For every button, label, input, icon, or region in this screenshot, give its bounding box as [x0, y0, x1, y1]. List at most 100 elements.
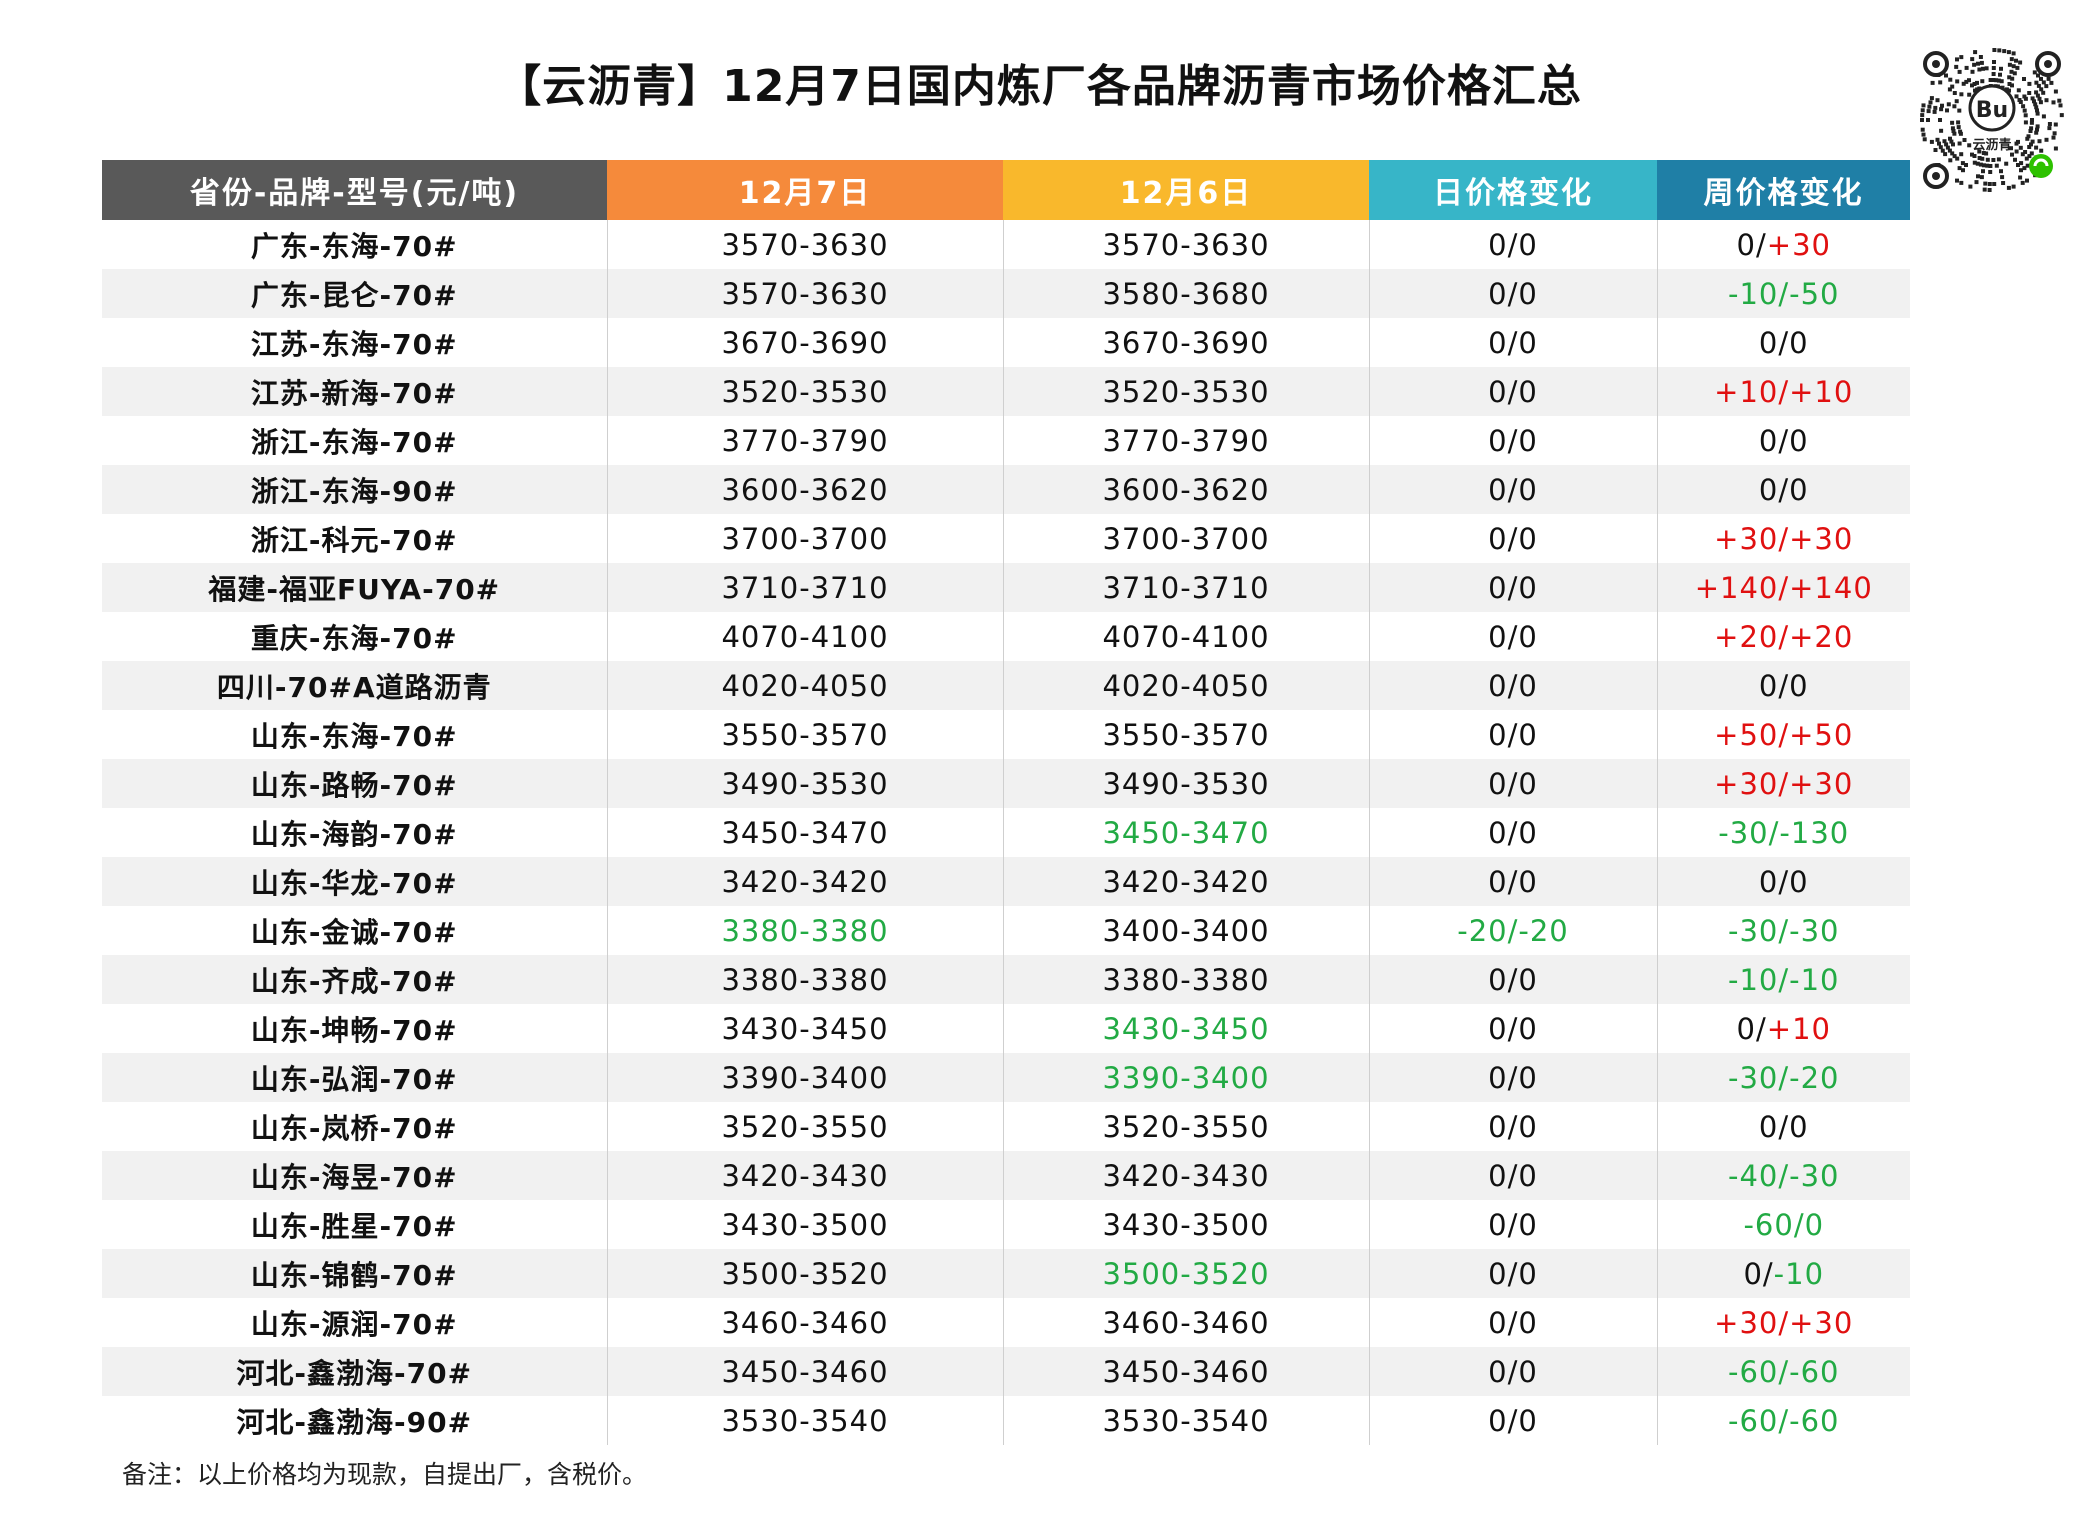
change-value: +30/+30	[1714, 1305, 1854, 1340]
cell-region-brand: 河北-鑫渤海-70#	[102, 1347, 608, 1396]
change-value: 0/0	[1488, 227, 1538, 262]
change-value: -10/-10	[1727, 962, 1840, 997]
cell-region-brand: 广东-昆仑-70#	[102, 269, 608, 318]
table-row: 山东-胜星-70# 3430-3500 3430-3500 0/0 -60/0	[102, 1200, 1910, 1249]
change-value: 0/0	[1758, 668, 1809, 703]
page-title: 【云沥青】12月7日国内炼厂各品牌沥青市场价格汇总	[497, 61, 1582, 112]
change-value: 0/0	[1488, 374, 1538, 409]
header-dec7: 12月7日	[607, 160, 1003, 220]
cell-price-dec6: 3390-3400	[1003, 1053, 1370, 1102]
cell-price-dec6: 3600-3620	[1003, 465, 1370, 514]
table-row: 山东-齐成-70# 3380-3380 3380-3380 0/0 -10/-10	[102, 955, 1910, 1004]
cell-price-dec7: 3520-3530	[607, 367, 1004, 416]
cell-daily-change: 0/0	[1369, 514, 1658, 563]
cell-daily-change: 0/0	[1369, 955, 1658, 1004]
cell-price-dec6: 3400-3400	[1003, 906, 1370, 955]
change-value: 0/0	[1488, 423, 1538, 458]
cell-daily-change: -20/-20	[1369, 906, 1658, 955]
cell-daily-change: 0/0	[1369, 1004, 1658, 1053]
cell-price-dec7: 3770-3790	[607, 416, 1004, 465]
cell-price-dec7: 4070-4100	[607, 612, 1004, 661]
cell-price-dec6: 3700-3700	[1003, 514, 1370, 563]
table-row: 山东-弘润-70# 3390-3400 3390-3400 0/0 -30/-20	[102, 1053, 1910, 1102]
cell-region-brand: 福建-福亚FUYA-70#	[102, 563, 608, 612]
change-value: 0/0	[1758, 325, 1809, 360]
cell-daily-change: 0/0	[1369, 1249, 1658, 1298]
cell-price-dec6: 3450-3460	[1003, 1347, 1370, 1396]
cell-daily-change: 0/0	[1369, 808, 1658, 857]
change-value: 0/0	[1488, 668, 1538, 703]
change-value: 0/0	[1488, 570, 1538, 605]
change-value: 0/0	[1488, 1011, 1538, 1046]
cell-daily-change: 0/0	[1369, 759, 1658, 808]
change-value: +140/+140	[1694, 570, 1873, 605]
cell-price-dec6: 3420-3420	[1003, 857, 1370, 906]
change-value: 0/0	[1488, 1403, 1538, 1438]
change-value: 0/0	[1758, 1109, 1809, 1144]
cell-region-brand: 山东-齐成-70#	[102, 955, 608, 1004]
table-row: 山东-锦鹤-70# 3500-3520 3500-3520 0/0 0/-10	[102, 1249, 1910, 1298]
cell-daily-change: 0/0	[1369, 1053, 1658, 1102]
cell-price-dec6: 3570-3630	[1003, 220, 1370, 269]
table-row: 河北-鑫渤海-90# 3530-3540 3530-3540 0/0 -60/-60	[102, 1396, 1910, 1445]
cell-daily-change: 0/0	[1369, 1151, 1658, 1200]
cell-daily-change: 0/0	[1369, 416, 1658, 465]
header-dec6: 12月6日	[1003, 160, 1369, 220]
cell-daily-change: 0/0	[1369, 318, 1658, 367]
cell-region-brand: 浙江-东海-70#	[102, 416, 608, 465]
change-value: +10/+10	[1714, 374, 1854, 409]
cell-price-dec6: 3490-3530	[1003, 759, 1370, 808]
cell-region-brand: 浙江-科元-70#	[102, 514, 608, 563]
cell-price-dec7: 3430-3500	[607, 1200, 1004, 1249]
cell-daily-change: 0/0	[1369, 1347, 1658, 1396]
cell-region-brand: 山东-源润-70#	[102, 1298, 608, 1347]
cell-price-dec6: 3530-3540	[1003, 1396, 1370, 1445]
cell-daily-change: 0/0	[1369, 612, 1658, 661]
change-value: 0/0	[1488, 1256, 1538, 1291]
cell-price-dec6: 3710-3710	[1003, 563, 1370, 612]
cell-region-brand: 山东-岚桥-70#	[102, 1102, 608, 1151]
cell-daily-change: 0/0	[1369, 220, 1658, 269]
cell-region-brand: 山东-海韵-70#	[102, 808, 608, 857]
change-value: 0/0	[1488, 325, 1538, 360]
cell-weekly-change: -10/-10	[1657, 955, 1910, 1004]
change-value: 0/0	[1488, 1207, 1538, 1242]
cell-daily-change: 0/0	[1369, 367, 1658, 416]
cell-price-dec6: 3420-3430	[1003, 1151, 1370, 1200]
cell-region-brand: 江苏-新海-70#	[102, 367, 608, 416]
table-row: 山东-坤畅-70# 3430-3450 3430-3450 0/0 0/+10	[102, 1004, 1910, 1053]
cell-price-dec7: 3420-3430	[607, 1151, 1004, 1200]
cell-daily-change: 0/0	[1369, 465, 1658, 514]
header-region-brand: 省份-品牌-型号(元/吨)	[102, 160, 607, 220]
cell-weekly-change: 0/+10	[1657, 1004, 1910, 1053]
cell-price-dec6: 4070-4100	[1003, 612, 1370, 661]
change-value: -30/-30	[1727, 913, 1840, 948]
cell-daily-change: 0/0	[1369, 1200, 1658, 1249]
cell-region-brand: 广东-东海-70#	[102, 220, 608, 269]
change-value: 0/0	[1488, 1305, 1538, 1340]
change-value: 0/0	[1488, 1109, 1538, 1144]
table-row: 浙江-科元-70# 3700-3700 3700-3700 0/0 +30/+30	[102, 514, 1910, 563]
cell-price-dec6: 3500-3520	[1003, 1249, 1370, 1298]
change-value: -10	[1773, 1256, 1825, 1291]
cell-weekly-change: -30/-30	[1657, 906, 1910, 955]
cell-price-dec7: 3550-3570	[607, 710, 1004, 759]
cell-weekly-change: -60/-60	[1657, 1347, 1910, 1396]
table-row: 重庆-东海-70# 4070-4100 4070-4100 0/0 +20/+20	[102, 612, 1910, 661]
change-value: +50/+50	[1714, 717, 1854, 752]
table-row: 浙江-东海-90# 3600-3620 3600-3620 0/0 0/0	[102, 465, 1910, 514]
cell-weekly-change: +20/+20	[1657, 612, 1910, 661]
table-row: 山东-东海-70# 3550-3570 3550-3570 0/0 +50/+50	[102, 710, 1910, 759]
cell-weekly-change: -10/-50	[1657, 269, 1910, 318]
price-table: 省份-品牌-型号(元/吨) 12月7日 12月6日 日价格变化 周价格变化 广东…	[102, 160, 1910, 1445]
cell-region-brand: 重庆-东海-70#	[102, 612, 608, 661]
change-value: 0/0	[1488, 619, 1538, 654]
cell-region-brand: 山东-东海-70#	[102, 710, 608, 759]
change-value: 0/0	[1488, 766, 1538, 801]
change-value: 0/0	[1488, 276, 1538, 311]
cell-weekly-change: +10/+10	[1657, 367, 1910, 416]
change-value: 0/0	[1488, 1158, 1538, 1193]
cell-price-dec7: 3430-3450	[607, 1004, 1004, 1053]
change-value: 0/0	[1488, 717, 1538, 752]
cell-weekly-change: +140/+140	[1657, 563, 1910, 612]
